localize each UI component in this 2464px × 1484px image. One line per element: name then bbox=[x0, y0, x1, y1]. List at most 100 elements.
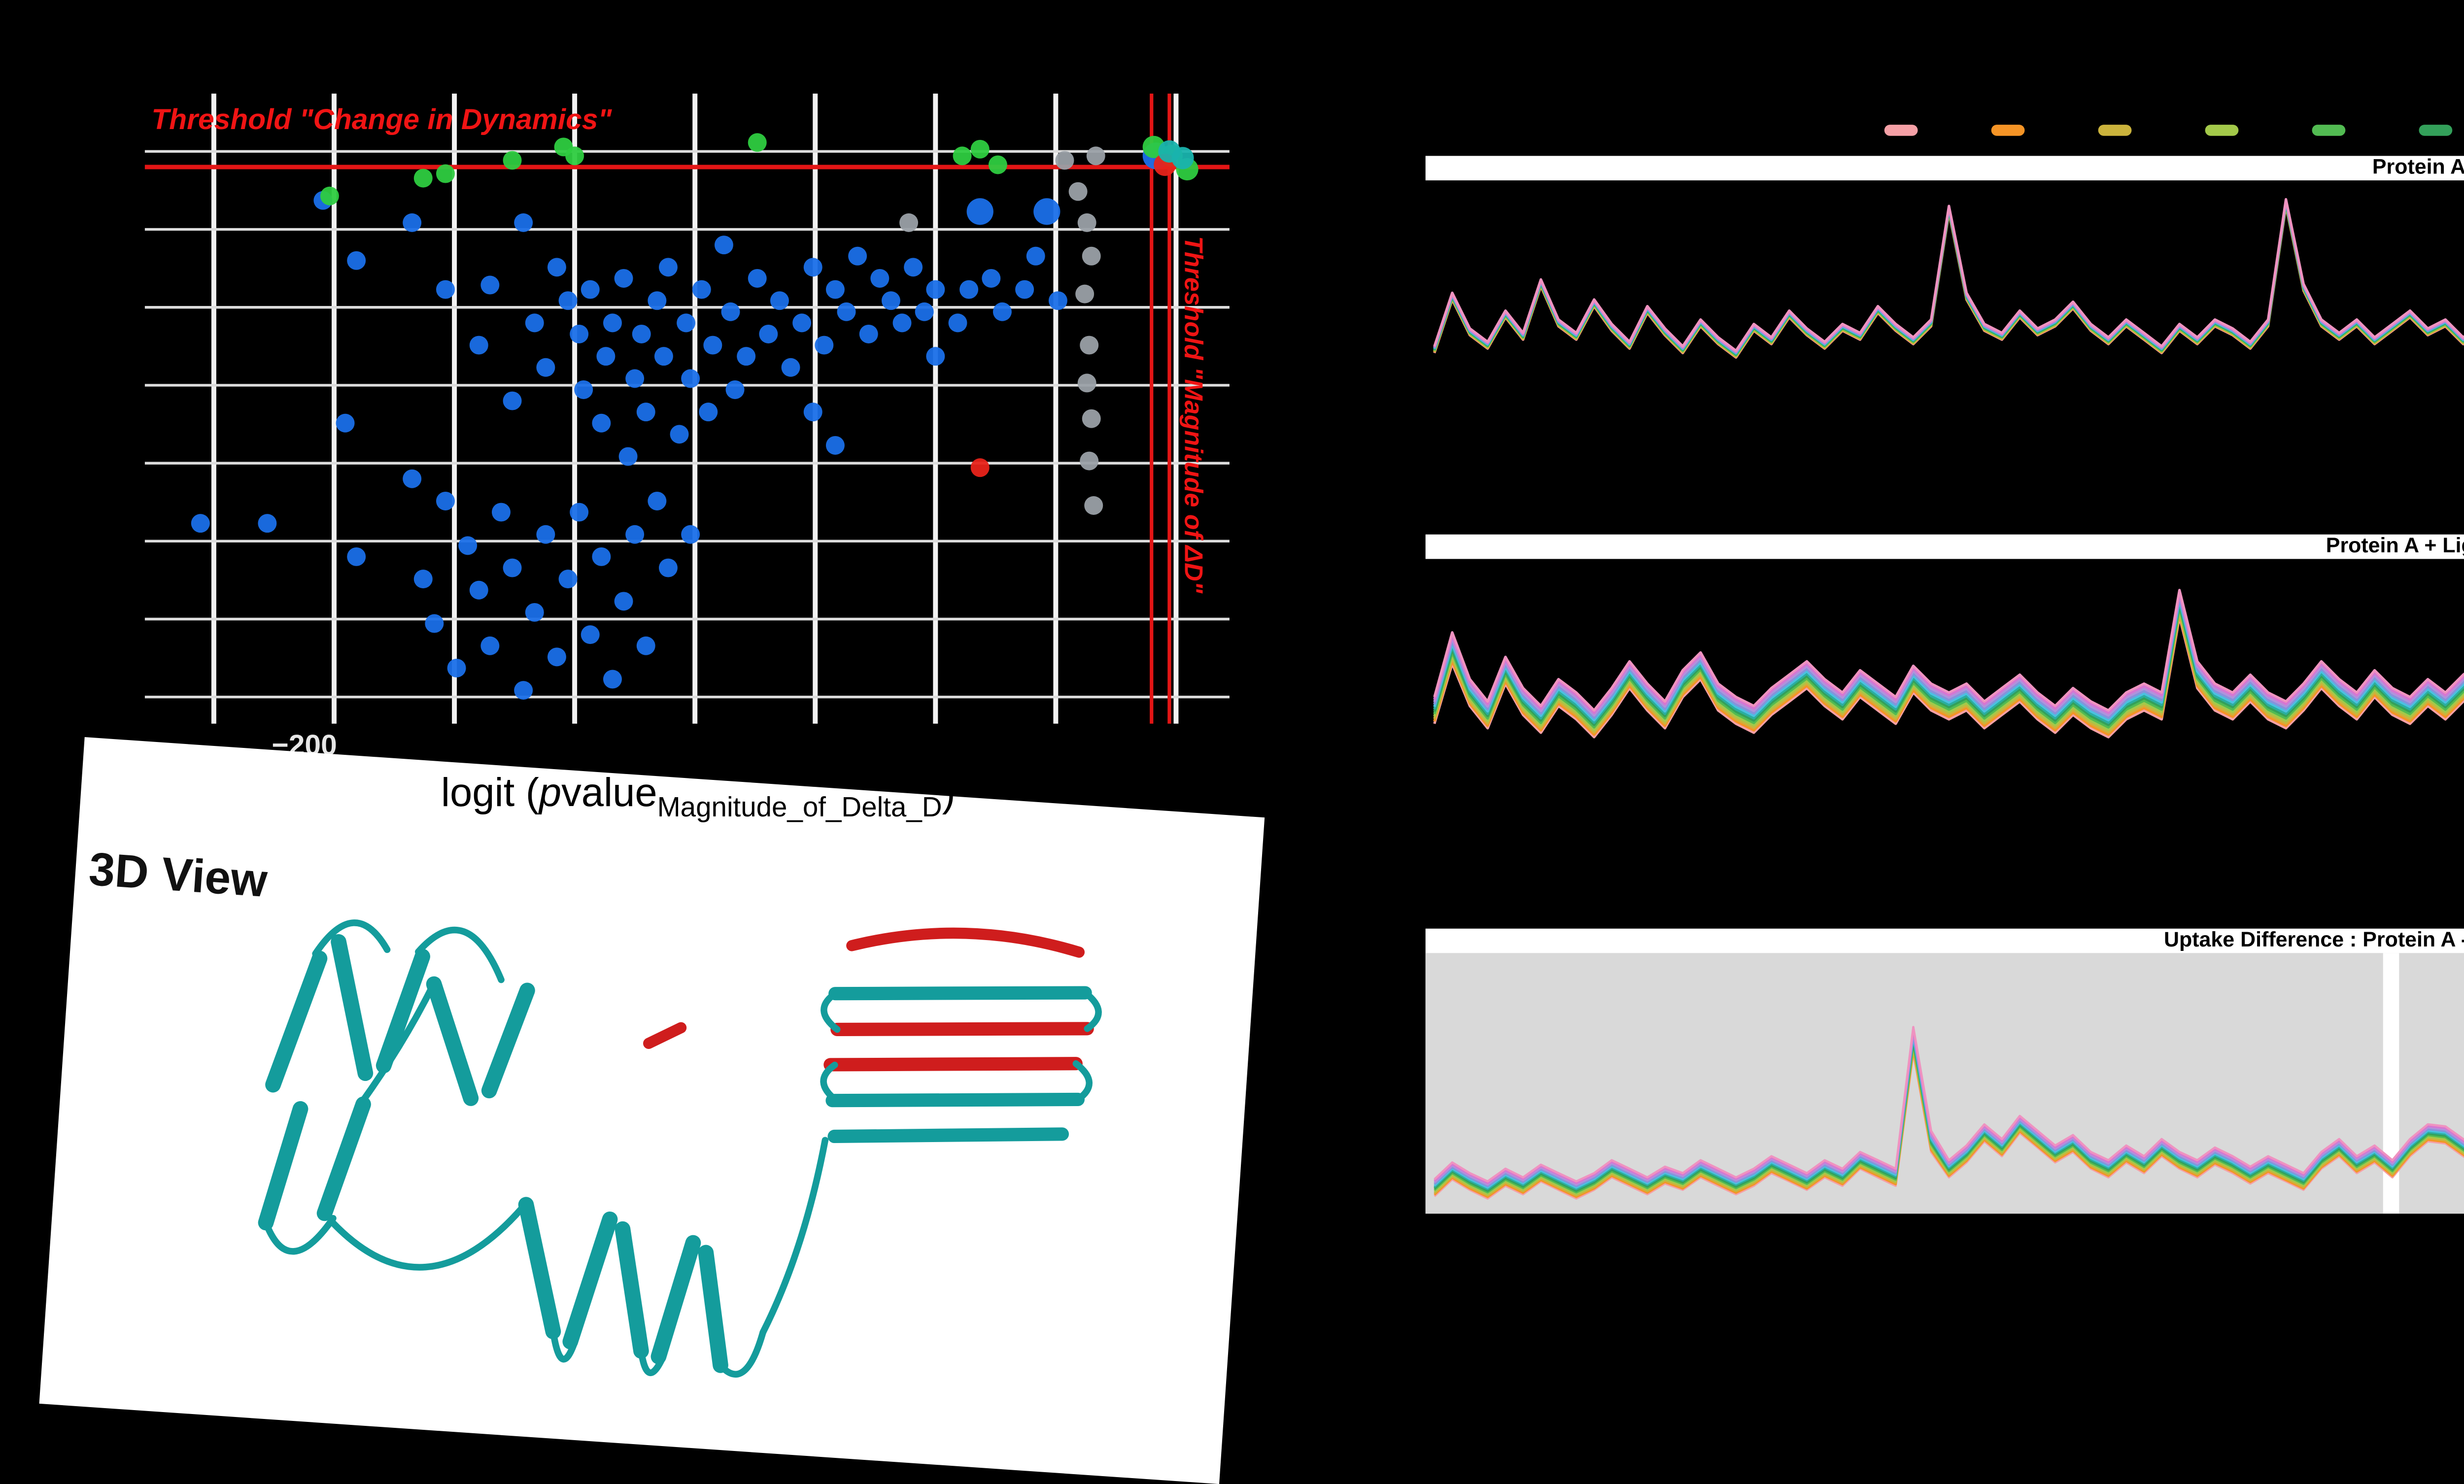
scatter-point-blue[interactable] bbox=[581, 280, 600, 299]
scatter-point-blue[interactable] bbox=[614, 592, 633, 611]
scatter-point-blue[interactable] bbox=[558, 570, 578, 589]
scatter-point-blue[interactable] bbox=[848, 246, 867, 266]
scatter-point-blue[interactable] bbox=[603, 313, 622, 333]
scatter-point-blue[interactable] bbox=[677, 313, 696, 333]
scatter-point-blue[interactable] bbox=[403, 469, 422, 488]
scatter-point-blue[interactable] bbox=[614, 269, 633, 288]
scatter-point-blue[interactable] bbox=[425, 614, 444, 633]
scatter-point-blue[interactable] bbox=[570, 324, 589, 343]
scatter-point-gray[interactable] bbox=[1075, 284, 1095, 304]
scatter-point-gray[interactable] bbox=[1077, 373, 1096, 393]
scatter-point-blue[interactable] bbox=[692, 280, 711, 299]
scatter-point-green[interactable] bbox=[970, 139, 990, 159]
scatter-point-blue[interactable] bbox=[926, 347, 945, 366]
scatter-point-blue[interactable] bbox=[525, 313, 544, 333]
scatter-point-blue[interactable] bbox=[347, 547, 366, 566]
scatter-point-blue[interactable] bbox=[803, 258, 822, 277]
scatter-point-blue[interactable] bbox=[681, 369, 700, 388]
scatter-point-blue[interactable] bbox=[1033, 198, 1061, 225]
scatter-point-blue[interactable] bbox=[1015, 280, 1034, 299]
scatter-point-blue[interactable] bbox=[881, 291, 900, 310]
scatter-point-blue[interactable] bbox=[636, 403, 655, 422]
scatter-point-blue[interactable] bbox=[892, 313, 912, 333]
scatter-point-blue[interactable] bbox=[191, 514, 210, 533]
scatter-point-blue[interactable] bbox=[447, 658, 466, 677]
scatter-point-blue[interactable] bbox=[948, 313, 967, 333]
scatter-point-gray[interactable] bbox=[1068, 182, 1088, 201]
scatter-point-blue[interactable] bbox=[648, 491, 667, 510]
scatter-point-blue[interactable] bbox=[681, 525, 700, 544]
scatter-point-blue[interactable] bbox=[514, 213, 533, 232]
uptake-difference-plot[interactable] bbox=[1425, 953, 2464, 1214]
scatter-point-blue[interactable] bbox=[770, 291, 789, 310]
scatter-point-blue[interactable] bbox=[603, 670, 622, 689]
scatter-point-blue[interactable] bbox=[904, 258, 923, 277]
scatter-point-gray[interactable] bbox=[1086, 146, 1105, 166]
legend-dash-2[interactable] bbox=[1991, 125, 2025, 135]
scatter-point-gray[interactable] bbox=[899, 213, 919, 232]
legend-dash-6[interactable] bbox=[2419, 125, 2453, 135]
scatter-point-blue[interactable] bbox=[625, 525, 645, 544]
scatter-point-blue[interactable] bbox=[436, 280, 455, 299]
scatter-point-blue[interactable] bbox=[714, 236, 733, 255]
scatter-point-blue[interactable] bbox=[825, 280, 845, 299]
scatter-point-blue[interactable] bbox=[581, 625, 600, 644]
scatter-point-gray[interactable] bbox=[1084, 496, 1103, 515]
scatter-point-blue[interactable] bbox=[469, 336, 488, 355]
scatter-point-blue[interactable] bbox=[699, 403, 718, 422]
scatter-point-blue[interactable] bbox=[491, 503, 511, 522]
scatter-point-blue[interactable] bbox=[618, 447, 638, 466]
scatter-point-blue[interactable] bbox=[759, 324, 778, 343]
scatter-point-blue[interactable] bbox=[725, 380, 745, 399]
scatter-point-blue[interactable] bbox=[514, 681, 533, 700]
scatter-point-blue[interactable] bbox=[825, 436, 845, 455]
scatter-point-blue[interactable] bbox=[632, 324, 651, 343]
scatter-point-blue[interactable] bbox=[592, 547, 611, 566]
scatter-point-blue[interactable] bbox=[1026, 246, 1045, 266]
scatter-point-blue[interactable] bbox=[480, 275, 500, 295]
scatter-point-green[interactable] bbox=[320, 186, 339, 205]
scatter-point-blue[interactable] bbox=[658, 558, 678, 577]
scatter-point-blue[interactable] bbox=[403, 213, 422, 232]
scatter-point-blue[interactable] bbox=[536, 525, 555, 544]
scatter-point-blue[interactable] bbox=[503, 391, 522, 410]
scatter-point-blue[interactable] bbox=[859, 324, 878, 343]
scatter-point-blue[interactable] bbox=[480, 636, 500, 655]
scatter-point-blue[interactable] bbox=[1048, 291, 1067, 310]
scatter-point-blue[interactable] bbox=[592, 413, 611, 433]
uptake-plot-protein-a[interactable] bbox=[1426, 180, 2464, 519]
scatter-point-gray[interactable] bbox=[1080, 336, 1099, 355]
scatter-point-blue[interactable] bbox=[748, 269, 767, 288]
scatter-point-blue[interactable] bbox=[503, 558, 522, 577]
scatter-point-blue[interactable] bbox=[781, 358, 800, 377]
scatter-point-blue[interactable] bbox=[959, 280, 979, 299]
volcano-plot[interactable] bbox=[144, 93, 1230, 724]
scatter-point-gray[interactable] bbox=[1082, 246, 1101, 266]
scatter-point-green[interactable] bbox=[436, 164, 455, 183]
scatter-point-blue[interactable] bbox=[458, 536, 478, 555]
scatter-point-gray[interactable] bbox=[1055, 151, 1074, 170]
scatter-point-blue[interactable] bbox=[803, 403, 822, 422]
legend-dash-1[interactable] bbox=[1884, 125, 1918, 135]
scatter-point-blue[interactable] bbox=[721, 302, 740, 321]
legend-dash-3[interactable] bbox=[2098, 125, 2132, 135]
scatter-point-blue[interactable] bbox=[926, 280, 945, 299]
legend-dash-5[interactable] bbox=[2312, 125, 2346, 135]
scatter-point-blue[interactable] bbox=[636, 636, 655, 655]
scatter-point-blue[interactable] bbox=[347, 251, 366, 270]
scatter-point-blue[interactable] bbox=[792, 313, 812, 333]
scatter-point-blue[interactable] bbox=[992, 302, 1012, 321]
scatter-point-blue[interactable] bbox=[648, 291, 667, 310]
scatter-point-blue[interactable] bbox=[570, 503, 589, 522]
scatter-point-blue[interactable] bbox=[982, 269, 1001, 288]
scatter-point-blue[interactable] bbox=[547, 258, 566, 277]
scatter-point-blue[interactable] bbox=[966, 198, 993, 225]
scatter-point-blue[interactable] bbox=[547, 647, 566, 667]
scatter-point-green[interactable] bbox=[988, 155, 1007, 174]
scatter-point-gray[interactable] bbox=[1077, 213, 1096, 232]
scatter-point-blue[interactable] bbox=[703, 336, 722, 355]
uptake-plot-protein-a-ligand[interactable] bbox=[1426, 559, 2464, 911]
legend-dash-4[interactable] bbox=[2205, 125, 2239, 135]
scatter-point-blue[interactable] bbox=[815, 336, 834, 355]
scatter-point-blue[interactable] bbox=[596, 347, 616, 366]
